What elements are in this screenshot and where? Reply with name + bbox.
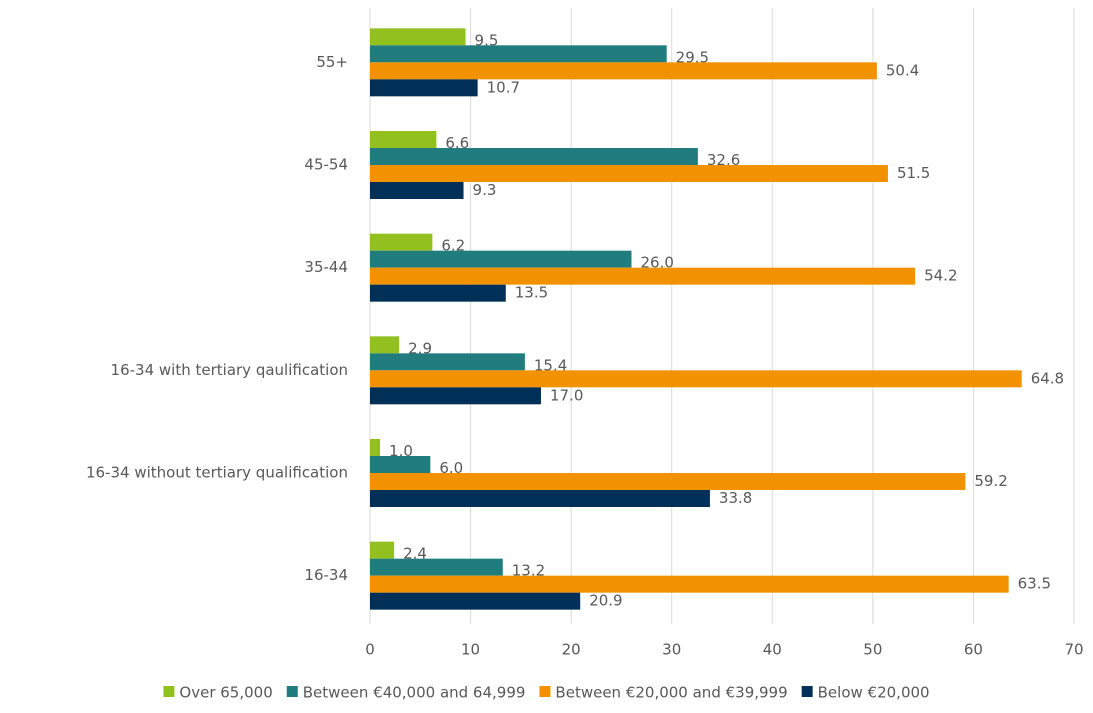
data-label: 32.6 [707,151,740,169]
x-tick-label: 30 [662,641,681,659]
legend-item: Between €40,000 and 64,999 [286,684,526,702]
x-tick-label: 10 [461,641,480,659]
data-label: 6.0 [439,459,463,477]
legend-item: Below €20,000 [801,684,930,702]
data-label: 13.5 [515,284,548,302]
bar [370,62,877,80]
data-label: 10.7 [487,78,520,96]
bar [370,45,667,63]
y-tick-label: 35-44 [304,258,348,276]
bar [370,79,478,97]
legend-label: Over 65,000 [179,684,272,702]
data-label: 2.9 [408,339,432,357]
legend-item: Over 65,000 [163,684,273,702]
legend-label: Below €20,000 [818,684,930,702]
data-label: 6.2 [441,237,465,255]
bar [370,439,381,456]
data-label: 9.3 [473,181,497,199]
bar [370,131,437,148]
legend-swatch [163,686,175,697]
data-label: 17.0 [550,386,583,404]
bar [370,370,1022,388]
bar [370,456,431,473]
data-label: 2.4 [403,545,427,563]
data-label: 9.5 [475,31,499,49]
x-tick-label: 60 [964,641,983,659]
bar [370,336,400,354]
data-label: 6.6 [445,134,469,152]
y-tick-label: 16-34 [304,566,348,584]
bar [370,558,503,576]
legend-swatch [801,686,813,697]
bar [370,592,581,610]
data-label: 51.5 [897,164,930,182]
bar [370,353,525,371]
x-tick-label: 50 [863,641,882,659]
data-label: 29.5 [676,48,709,66]
data-label: 26.0 [640,254,673,272]
bar [370,148,698,165]
data-label: 63.5 [1018,575,1051,593]
data-label: 33.8 [719,489,752,507]
legend-swatch [286,686,298,697]
bar [370,28,466,46]
bar [370,284,506,302]
data-label: 64.8 [1031,369,1064,387]
legend-swatch [539,686,551,697]
legend-label: Between €40,000 and 64,999 [303,684,526,702]
data-label: 13.2 [512,562,545,580]
data-label: 15.4 [534,356,567,374]
x-tick-label: 70 [1064,641,1083,659]
x-tick-label: 20 [562,641,581,659]
data-label: 1.0 [389,442,413,460]
x-tick-label: 40 [763,641,782,659]
bar [370,233,433,251]
data-label: 59.2 [974,472,1007,490]
x-tick-label: 0 [365,641,375,659]
bar [370,182,464,199]
bar [370,473,966,490]
y-tick-label: 16-34 with tertiary qaulification [111,361,348,379]
bar [370,267,916,285]
bar [370,387,541,405]
y-tick-label: 55+ [316,53,348,71]
bar [370,490,710,507]
legend-label: Between €20,000 and €39,999 [555,684,787,702]
data-label: 54.2 [924,267,957,285]
y-tick-label: 45-54 [304,156,348,174]
legend-item: Between €20,000 and €39,999 [539,684,788,702]
bar [370,541,395,559]
bar [370,250,632,268]
data-label: 50.4 [886,61,919,79]
y-tick-label: 16-34 without tertiary qualification [86,464,348,482]
bar [370,575,1009,593]
bar [370,165,888,182]
data-label: 20.9 [589,592,622,610]
